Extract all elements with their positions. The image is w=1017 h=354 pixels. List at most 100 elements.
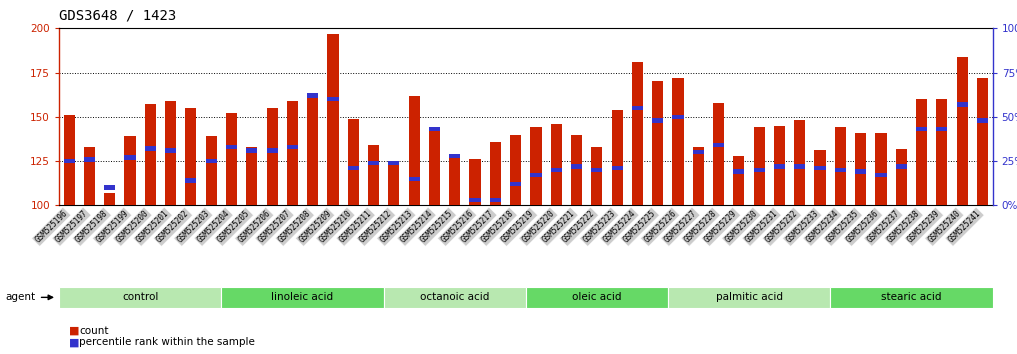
Text: GSM525197: GSM525197	[54, 209, 89, 245]
Text: control: control	[122, 292, 159, 302]
Bar	[104, 185, 115, 190]
Text: GSM525212: GSM525212	[358, 209, 394, 245]
Text: GSM525239: GSM525239	[906, 209, 942, 245]
Text: GSM525210: GSM525210	[317, 209, 353, 245]
Bar	[668, 287, 830, 308]
Bar	[733, 156, 744, 205]
Text: GSM525211: GSM525211	[338, 209, 373, 245]
Bar	[611, 110, 622, 205]
Bar	[409, 96, 420, 205]
Text: GSM525205: GSM525205	[216, 209, 252, 245]
Bar	[59, 287, 222, 308]
Bar	[530, 173, 541, 177]
Text: GSM525199: GSM525199	[95, 209, 130, 245]
Bar	[124, 155, 135, 160]
Text: GSM525241: GSM525241	[947, 209, 982, 245]
Bar	[144, 147, 156, 151]
Bar	[470, 198, 481, 202]
Text: GSM525232: GSM525232	[764, 209, 799, 245]
Bar	[774, 126, 785, 205]
Bar	[550, 168, 561, 172]
Text: GSM525231: GSM525231	[743, 209, 779, 245]
Bar	[713, 103, 724, 205]
Bar	[266, 108, 278, 205]
Text: GSM525215: GSM525215	[419, 209, 455, 245]
Bar	[571, 164, 582, 169]
Text: GSM525224: GSM525224	[602, 209, 638, 245]
Bar	[246, 148, 257, 153]
Bar	[429, 127, 440, 131]
Bar	[383, 287, 526, 308]
Bar	[368, 161, 379, 165]
Bar	[348, 119, 359, 205]
Bar	[794, 164, 805, 169]
Text: GSM525233: GSM525233	[784, 209, 820, 245]
Bar	[287, 145, 298, 149]
Bar	[63, 159, 74, 163]
Text: GSM525213: GSM525213	[378, 209, 414, 245]
Text: GSM525219: GSM525219	[500, 209, 536, 245]
Text: GSM525221: GSM525221	[541, 209, 577, 245]
Bar	[876, 173, 887, 177]
Bar	[937, 99, 948, 205]
Bar	[591, 168, 602, 172]
Text: agent: agent	[5, 292, 36, 302]
Bar	[287, 101, 298, 205]
Bar	[205, 136, 217, 205]
Bar	[550, 124, 561, 205]
Text: GSM525234: GSM525234	[804, 209, 840, 245]
Bar	[490, 198, 501, 202]
Text: GSM525223: GSM525223	[582, 209, 617, 245]
Bar	[611, 166, 622, 170]
Bar	[916, 99, 928, 205]
Bar	[571, 135, 582, 205]
Bar	[205, 159, 217, 163]
Bar	[693, 150, 704, 154]
Text: ■: ■	[69, 326, 79, 336]
Text: GSM525217: GSM525217	[460, 209, 495, 245]
Text: GSM525225: GSM525225	[622, 209, 658, 245]
Bar	[327, 97, 339, 101]
Text: GSM525236: GSM525236	[845, 209, 881, 245]
Text: GSM525226: GSM525226	[642, 209, 678, 245]
Text: GSM525206: GSM525206	[236, 209, 273, 245]
Bar	[409, 177, 420, 181]
Text: GSM525227: GSM525227	[662, 209, 699, 245]
Bar	[672, 115, 683, 119]
Bar	[754, 127, 765, 205]
Bar	[815, 150, 826, 205]
Bar	[672, 78, 683, 205]
Text: GSM525200: GSM525200	[115, 209, 151, 245]
Bar	[713, 143, 724, 147]
Text: GSM525196: GSM525196	[34, 209, 69, 245]
Text: GSM525238: GSM525238	[886, 209, 921, 245]
Bar	[754, 168, 765, 172]
Text: octanoic acid: octanoic acid	[420, 292, 489, 302]
Bar	[470, 159, 481, 205]
Bar	[957, 57, 968, 205]
Bar	[815, 166, 826, 170]
Text: GSM525209: GSM525209	[297, 209, 333, 245]
Bar	[246, 147, 257, 205]
Bar	[124, 136, 135, 205]
Text: GSM525202: GSM525202	[156, 209, 191, 245]
Text: GSM525218: GSM525218	[480, 209, 516, 245]
Bar	[226, 113, 237, 205]
Text: GSM525201: GSM525201	[135, 209, 171, 245]
Text: GSM525207: GSM525207	[256, 209, 293, 245]
Bar	[450, 154, 461, 158]
Bar	[83, 147, 95, 205]
Bar	[266, 148, 278, 153]
Bar	[896, 164, 907, 169]
Bar	[733, 170, 744, 174]
Text: GSM525229: GSM525229	[703, 209, 739, 245]
Text: oleic acid: oleic acid	[573, 292, 621, 302]
Text: GSM525214: GSM525214	[399, 209, 434, 245]
Text: GSM525237: GSM525237	[865, 209, 901, 245]
Text: percentile rank within the sample: percentile rank within the sample	[79, 337, 255, 347]
Bar	[693, 147, 704, 205]
Bar	[185, 108, 196, 205]
Bar	[591, 147, 602, 205]
Bar	[368, 145, 379, 205]
Text: GSM525204: GSM525204	[195, 209, 232, 245]
